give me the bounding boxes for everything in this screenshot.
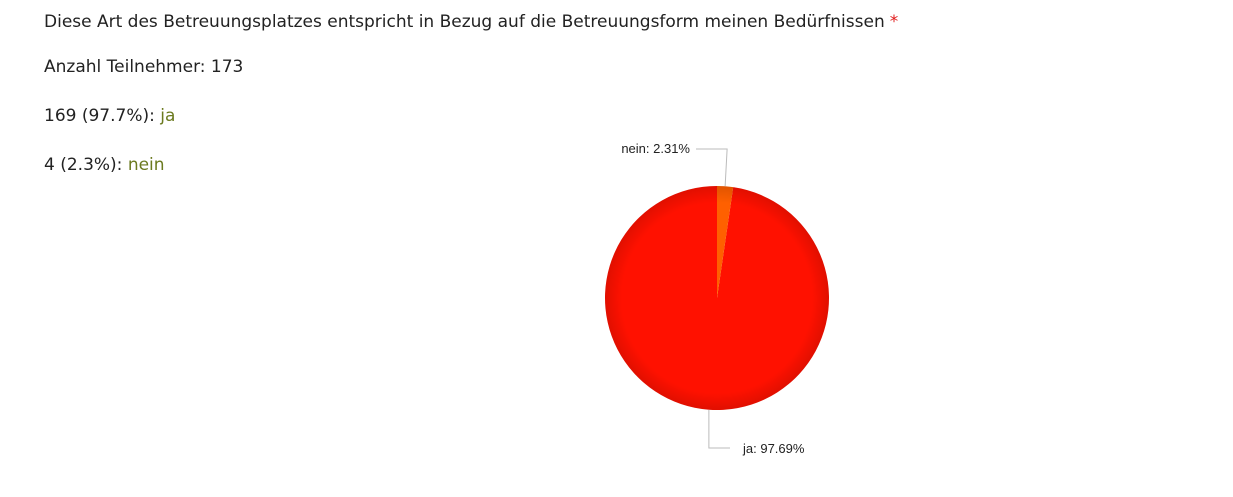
result-row-nein: 4 (2.3%): nein bbox=[44, 155, 165, 175]
result-answer-ja: ja bbox=[160, 106, 176, 126]
pie-shading bbox=[605, 186, 829, 410]
result-answer-nein: nein bbox=[127, 155, 165, 175]
question-text: Diese Art des Betreuungsplatzes entspric… bbox=[44, 12, 885, 32]
participant-count: Anzahl Teilnehmer: 173 bbox=[44, 57, 243, 77]
result-row-ja: 169 (97.7%): ja bbox=[44, 106, 175, 126]
slice-label-ja: ja: 97.69% bbox=[742, 441, 805, 456]
leader-line-nein bbox=[696, 148, 728, 187]
leader-line-ja bbox=[708, 409, 730, 449]
result-count-ja: 169 (97.7%): bbox=[44, 106, 155, 126]
required-marker: * bbox=[889, 12, 899, 32]
participant-label: Anzahl Teilnehmer: bbox=[44, 57, 206, 77]
slice-label-nein: nein: 2.31% bbox=[621, 141, 690, 156]
participant-number: 173 bbox=[210, 57, 244, 77]
question-title: Diese Art des Betreuungsplatzes entspric… bbox=[44, 12, 898, 32]
result-count-nein: 4 (2.3%): bbox=[44, 155, 123, 175]
